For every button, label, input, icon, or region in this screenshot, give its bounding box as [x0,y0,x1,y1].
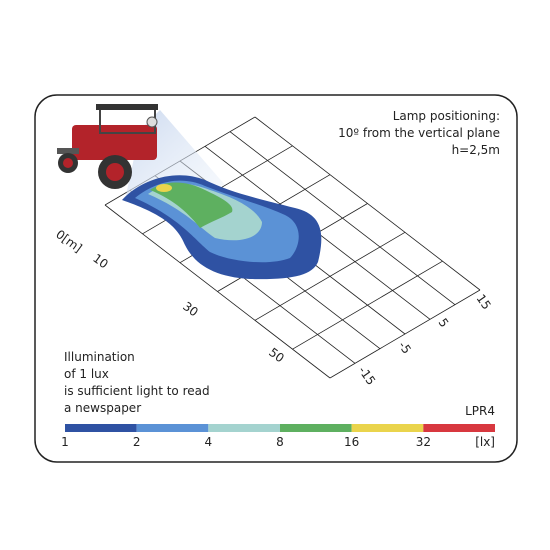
grid-line [229,131,456,305]
header-line: h=2,5m [452,143,500,157]
color-scale: 1 2 4 8 16 32 [lx] [61,424,495,449]
scale-label: 2 [133,435,141,449]
note-line: a newspaper [64,401,141,415]
scale-label: 16 [344,435,359,449]
light-distribution [122,175,322,280]
header-line: 10º from the vertical plane [338,126,500,140]
zone-8 [150,182,233,228]
scale-label: 32 [416,435,431,449]
scale-label: 4 [205,435,213,449]
scale-segment [208,424,280,432]
model-label: LPR4 [465,404,495,418]
grid-line [329,289,481,379]
scale-segment [423,424,495,432]
note-line: of 1 lux [64,367,109,381]
scale-label: 8 [276,435,284,449]
scale-label: 1 [61,435,69,449]
zone-16 [156,184,172,192]
header-line: Lamp positioning: [393,109,500,123]
scale-segment [136,424,209,432]
note-line: is sufficient light to read [64,384,210,398]
grid-line [254,116,481,291]
scale-segment [351,424,424,432]
scale-unit: [lx] [475,435,495,449]
note-line: Illumination [64,350,135,364]
scale-segment [65,424,137,432]
tractor [57,104,158,189]
scale-segment [280,424,352,432]
